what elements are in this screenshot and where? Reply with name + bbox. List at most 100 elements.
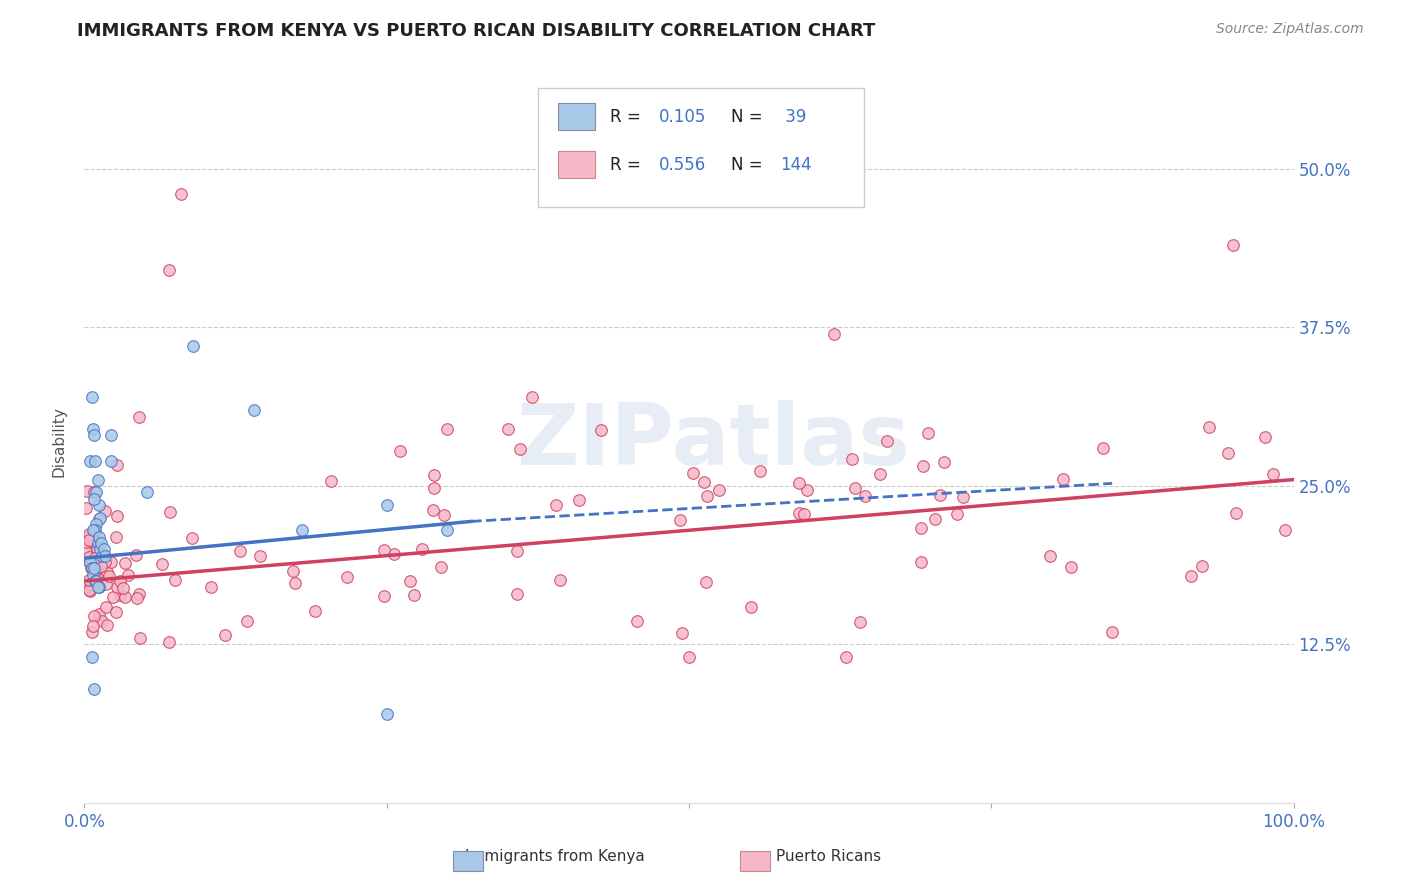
Point	[398, 574, 420, 589]
Point	[82, 567, 104, 582]
Point	[94, 555, 117, 569]
Point	[336, 570, 359, 584]
Point	[96, 617, 118, 632]
Point	[284, 575, 307, 590]
Point	[89, 607, 111, 622]
Text: Immigrants from Kenya: Immigrants from Kenya	[465, 849, 645, 864]
Point	[436, 523, 458, 537]
Point	[748, 464, 770, 478]
Point	[114, 556, 136, 570]
Point	[1261, 467, 1284, 481]
Point	[87, 580, 110, 594]
Point	[520, 390, 543, 404]
Point	[796, 483, 818, 497]
Point	[389, 443, 412, 458]
Point	[696, 489, 718, 503]
Point	[83, 561, 105, 575]
Text: R =: R =	[610, 156, 647, 174]
Point	[682, 467, 704, 481]
Point	[110, 574, 132, 588]
Point	[1225, 506, 1247, 520]
Point	[90, 564, 112, 578]
Text: Source: ZipAtlas.com: Source: ZipAtlas.com	[1216, 22, 1364, 37]
Point	[1222, 238, 1244, 252]
Point	[76, 552, 98, 566]
Point	[1052, 472, 1074, 486]
Point	[86, 561, 108, 575]
Point	[678, 650, 700, 665]
Point	[924, 512, 946, 526]
Point	[695, 574, 717, 589]
Point	[84, 523, 107, 537]
Point	[117, 568, 139, 582]
Point	[436, 422, 458, 436]
Point	[853, 489, 876, 503]
Point	[86, 580, 108, 594]
Point	[83, 428, 105, 442]
Bar	[558, 151, 595, 178]
Point	[423, 481, 446, 495]
Point	[200, 581, 222, 595]
Point	[787, 506, 810, 520]
Point	[83, 544, 105, 558]
Point	[375, 707, 398, 722]
Point	[128, 631, 150, 645]
Point	[1101, 624, 1123, 639]
Point	[86, 542, 108, 557]
Point	[87, 498, 110, 512]
Point	[84, 453, 107, 467]
Point	[235, 614, 257, 628]
Point	[105, 509, 128, 524]
Point	[83, 681, 105, 696]
Point	[97, 569, 120, 583]
Point	[910, 521, 932, 535]
Point	[693, 475, 716, 490]
Text: N =: N =	[731, 108, 768, 126]
Point	[506, 586, 529, 600]
Point	[105, 580, 128, 594]
Point	[382, 547, 405, 561]
Point	[423, 468, 446, 483]
Point	[93, 542, 115, 557]
Point	[373, 542, 395, 557]
Point	[568, 492, 591, 507]
Point	[82, 422, 104, 436]
Point	[75, 534, 97, 549]
Point	[591, 423, 613, 437]
Point	[80, 530, 103, 544]
Point	[91, 549, 114, 563]
Point	[793, 507, 815, 521]
Point	[96, 576, 118, 591]
Point	[125, 591, 148, 606]
Text: IMMIGRANTS FROM KENYA VS PUERTO RICAN DISABILITY CORRELATION CHART: IMMIGRANTS FROM KENYA VS PUERTO RICAN DI…	[77, 22, 876, 40]
Point	[110, 588, 132, 602]
Point	[75, 545, 97, 559]
Point	[157, 635, 180, 649]
Point	[83, 551, 105, 566]
Point	[105, 458, 128, 472]
Point	[669, 513, 692, 527]
Point	[80, 561, 103, 575]
Point	[402, 588, 425, 602]
Point	[125, 549, 148, 563]
Text: 39: 39	[780, 108, 806, 126]
Point	[86, 473, 108, 487]
Point	[422, 503, 444, 517]
Point	[181, 531, 204, 545]
Point	[82, 619, 104, 633]
Point	[159, 505, 181, 519]
Point	[506, 544, 529, 558]
Text: Puerto Ricans: Puerto Ricans	[776, 849, 882, 864]
Point	[90, 536, 112, 550]
Point	[77, 573, 100, 587]
Point	[87, 512, 110, 526]
Point	[75, 501, 97, 516]
Point	[835, 650, 858, 665]
Point	[626, 615, 648, 629]
Point	[128, 587, 150, 601]
Point	[1091, 441, 1114, 455]
Point	[283, 564, 305, 578]
Point	[150, 557, 173, 571]
FancyBboxPatch shape	[538, 87, 865, 207]
Point	[136, 485, 159, 500]
